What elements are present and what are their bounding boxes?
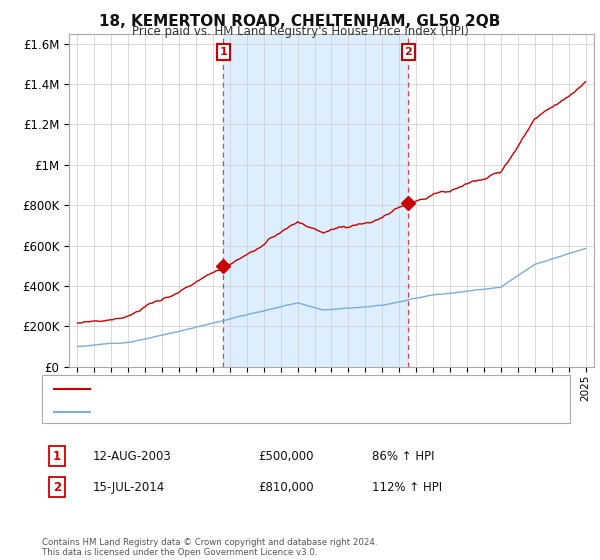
Text: £500,000: £500,000 (258, 450, 314, 463)
Text: 2: 2 (53, 480, 61, 494)
Text: 112% ↑ HPI: 112% ↑ HPI (372, 480, 442, 494)
Text: £810,000: £810,000 (258, 480, 314, 494)
Text: 86% ↑ HPI: 86% ↑ HPI (372, 450, 434, 463)
Text: 18, KEMERTON ROAD, CHELTENHAM, GL50 2QB: 18, KEMERTON ROAD, CHELTENHAM, GL50 2QB (100, 14, 500, 29)
Text: 1: 1 (220, 47, 227, 57)
Text: 2: 2 (404, 47, 412, 57)
Text: 15-JUL-2014: 15-JUL-2014 (93, 480, 165, 494)
Text: 12-AUG-2003: 12-AUG-2003 (93, 450, 172, 463)
Text: Price paid vs. HM Land Registry's House Price Index (HPI): Price paid vs. HM Land Registry's House … (131, 25, 469, 38)
Text: 18, KEMERTON ROAD, CHELTENHAM, GL50 2QB (detached house): 18, KEMERTON ROAD, CHELTENHAM, GL50 2QB … (99, 384, 440, 394)
Text: HPI: Average price, detached house, Cheltenham: HPI: Average price, detached house, Chel… (99, 407, 355, 417)
Text: Contains HM Land Registry data © Crown copyright and database right 2024.
This d: Contains HM Land Registry data © Crown c… (42, 538, 377, 557)
Text: 1: 1 (53, 450, 61, 463)
Bar (223, 34, 409, 367)
